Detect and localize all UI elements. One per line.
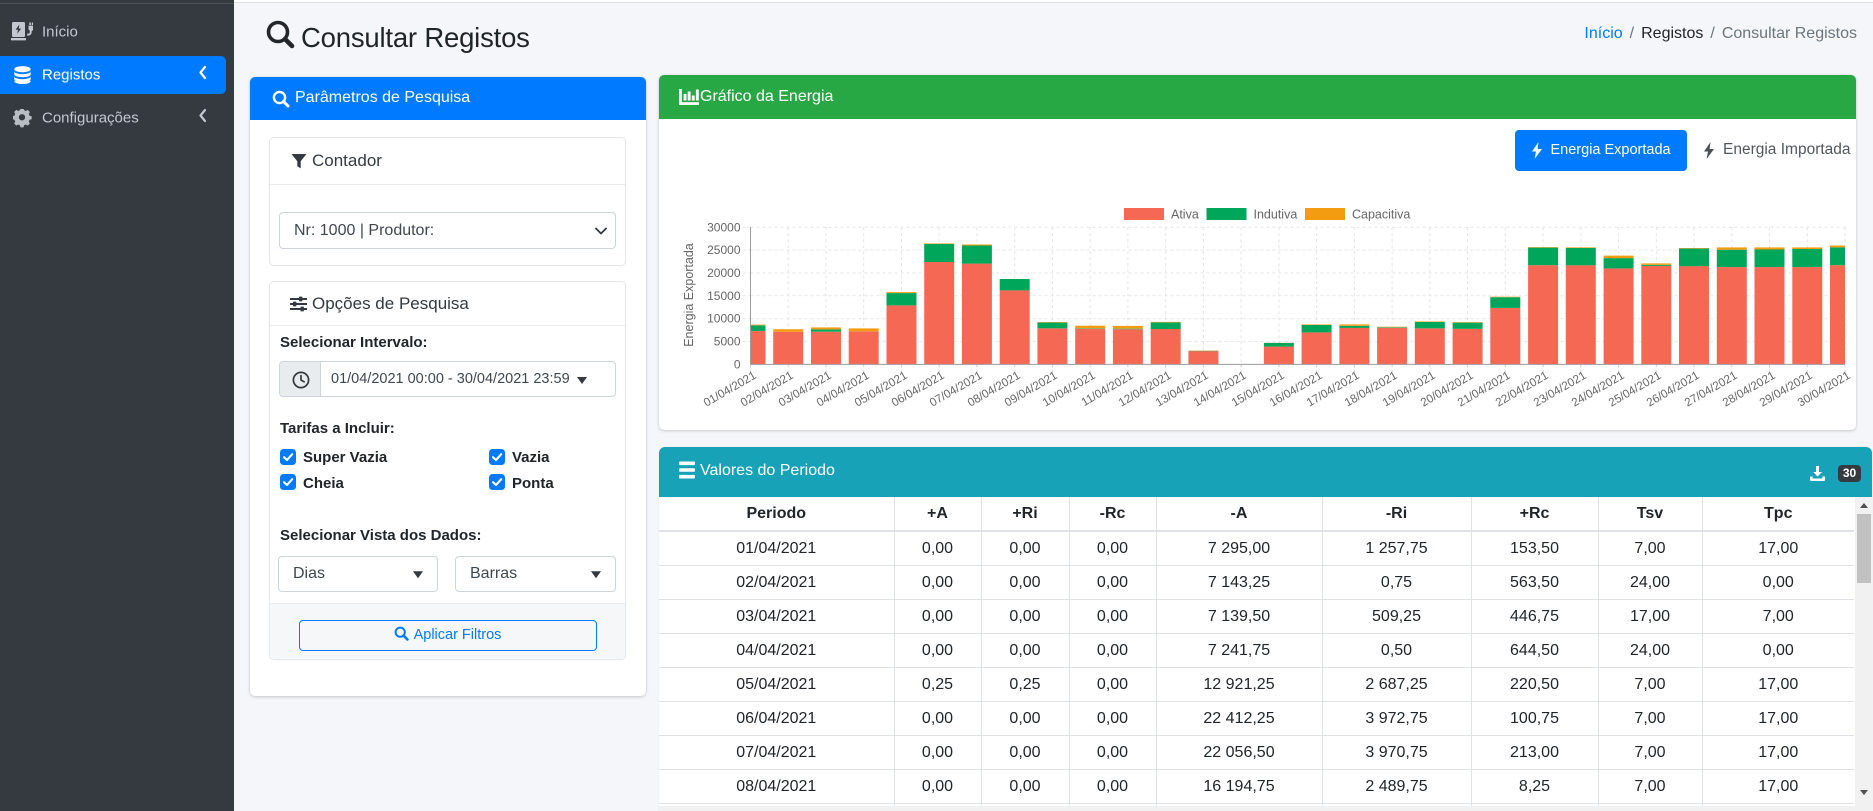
svg-text:15000: 15000 bbox=[707, 289, 741, 303]
svg-text:Ativa: Ativa bbox=[1171, 208, 1199, 222]
svg-text:5000: 5000 bbox=[714, 335, 741, 349]
svg-text:10000: 10000 bbox=[707, 312, 741, 326]
svg-text:Capacitiva: Capacitiva bbox=[1352, 208, 1410, 222]
svg-text:25000: 25000 bbox=[707, 243, 741, 257]
svg-text:0: 0 bbox=[734, 357, 741, 371]
svg-text:Indutiva: Indutiva bbox=[1254, 208, 1298, 222]
svg-text:30000: 30000 bbox=[707, 220, 741, 234]
svg-text:20000: 20000 bbox=[707, 266, 741, 280]
